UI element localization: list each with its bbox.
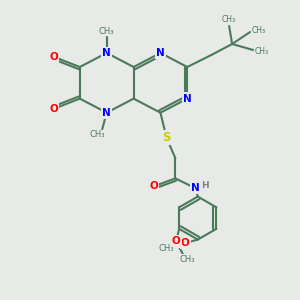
Text: O: O — [149, 182, 158, 191]
Text: CH₃: CH₃ — [254, 47, 268, 56]
Text: O: O — [172, 236, 181, 246]
Text: N: N — [102, 48, 111, 58]
Text: CH₃: CH₃ — [251, 26, 266, 35]
Text: H: H — [201, 181, 209, 190]
Text: O: O — [181, 238, 190, 248]
Text: O: O — [50, 104, 58, 114]
Text: CH₃: CH₃ — [99, 27, 115, 36]
Text: CH₃: CH₃ — [90, 130, 106, 139]
Text: CH₃: CH₃ — [158, 244, 174, 253]
Text: S: S — [162, 131, 171, 144]
Text: N: N — [102, 108, 111, 118]
Text: CH₃: CH₃ — [222, 15, 236, 24]
Text: O: O — [50, 52, 58, 62]
Text: N: N — [183, 94, 192, 103]
Text: CH₃: CH₃ — [179, 255, 195, 264]
Text: N: N — [156, 48, 165, 58]
Text: N: N — [191, 183, 200, 193]
